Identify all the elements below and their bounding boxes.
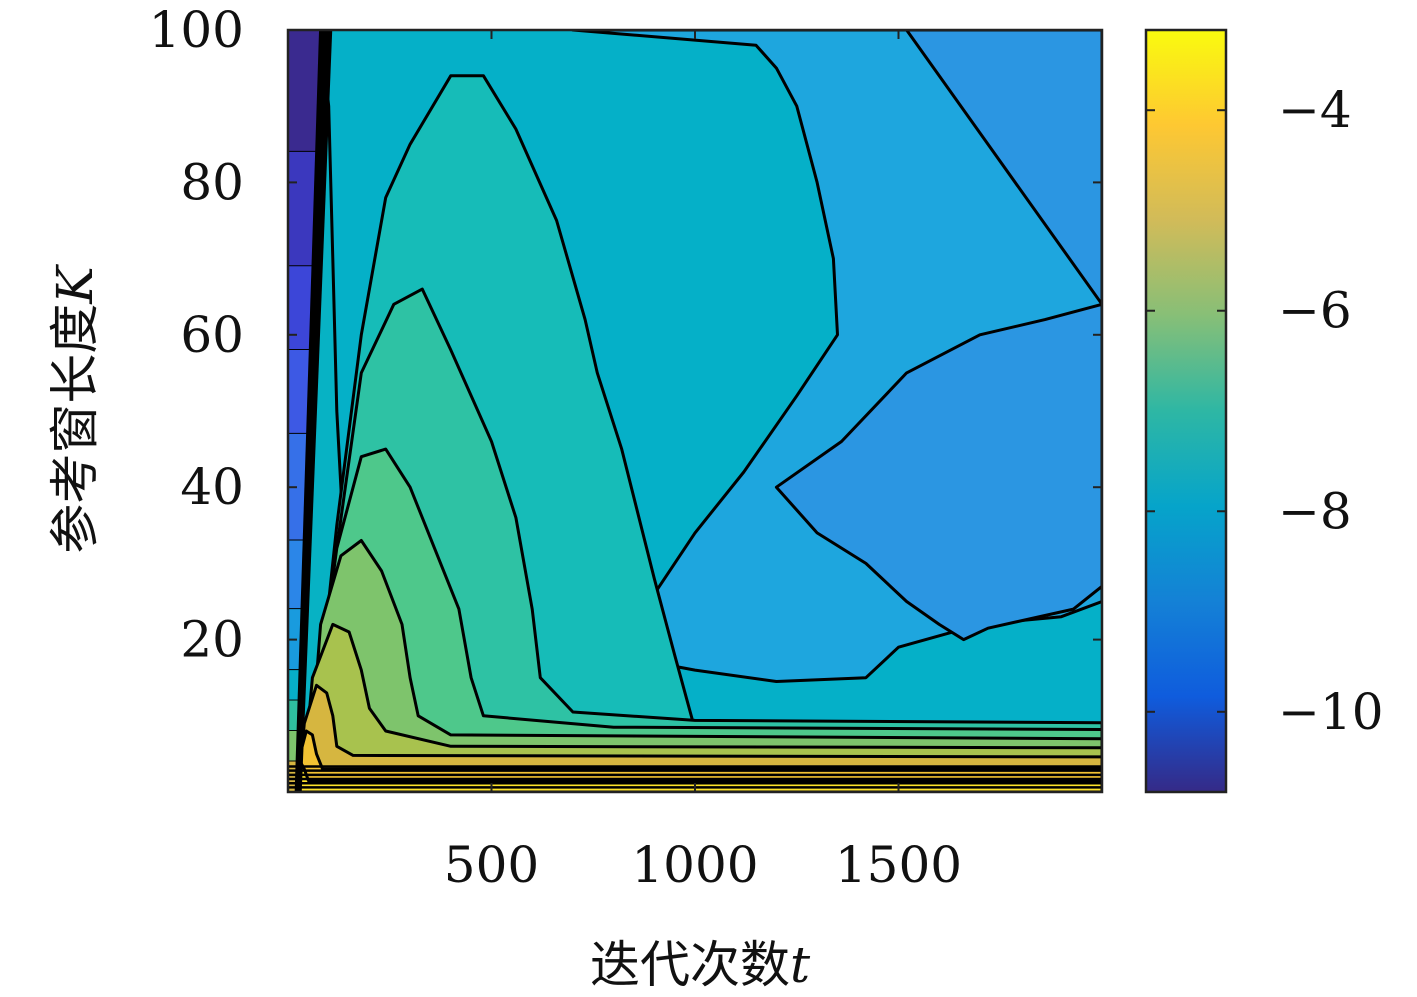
contour-region-2 <box>776 30 1102 640</box>
x-tick-label-1000: 1000 <box>631 836 758 894</box>
y-tick-label-20: 20 <box>180 611 244 669</box>
contour-line-5 <box>302 539 1102 792</box>
contour-level-3 <box>312 289 1102 792</box>
wedge-contour-6 <box>298 30 333 792</box>
contour-line-2 <box>319 74 1102 792</box>
y-axis-label: 参考窗长度K <box>46 264 104 554</box>
x-axis-label: 迭代次数t <box>590 936 811 994</box>
contour-level-6 <box>300 624 1102 792</box>
colorbar-tick-label: −10 <box>1278 683 1384 741</box>
contour-plot-area <box>286 28 1104 794</box>
x-tick-label-500: 500 <box>444 836 539 894</box>
colorbar-tick-label: −8 <box>1278 482 1352 540</box>
y-tick-label-60: 60 <box>180 306 244 364</box>
contour-level-8 <box>296 731 1102 792</box>
x-tick-label-1500: 1500 <box>835 836 962 894</box>
colorbar: −4 −6 −8 −10 <box>1144 28 1384 794</box>
y-tick-label-40: 40 <box>180 458 244 516</box>
colorbar-tick-label: −4 <box>1278 81 1352 139</box>
colorbar-gradient <box>1144 28 1228 794</box>
y-tick-label-80: 80 <box>180 153 244 211</box>
contour-line-4 <box>306 447 1102 792</box>
y-tick-label-100: 100 <box>149 1 244 59</box>
colorbar-tick-label: −6 <box>1278 282 1352 340</box>
contour-line-8 <box>294 729 1102 792</box>
tick-labels: 500 1000 1500 20 40 60 80 100 <box>149 1 1102 894</box>
contour-line-pocket-2 <box>774 30 1102 642</box>
